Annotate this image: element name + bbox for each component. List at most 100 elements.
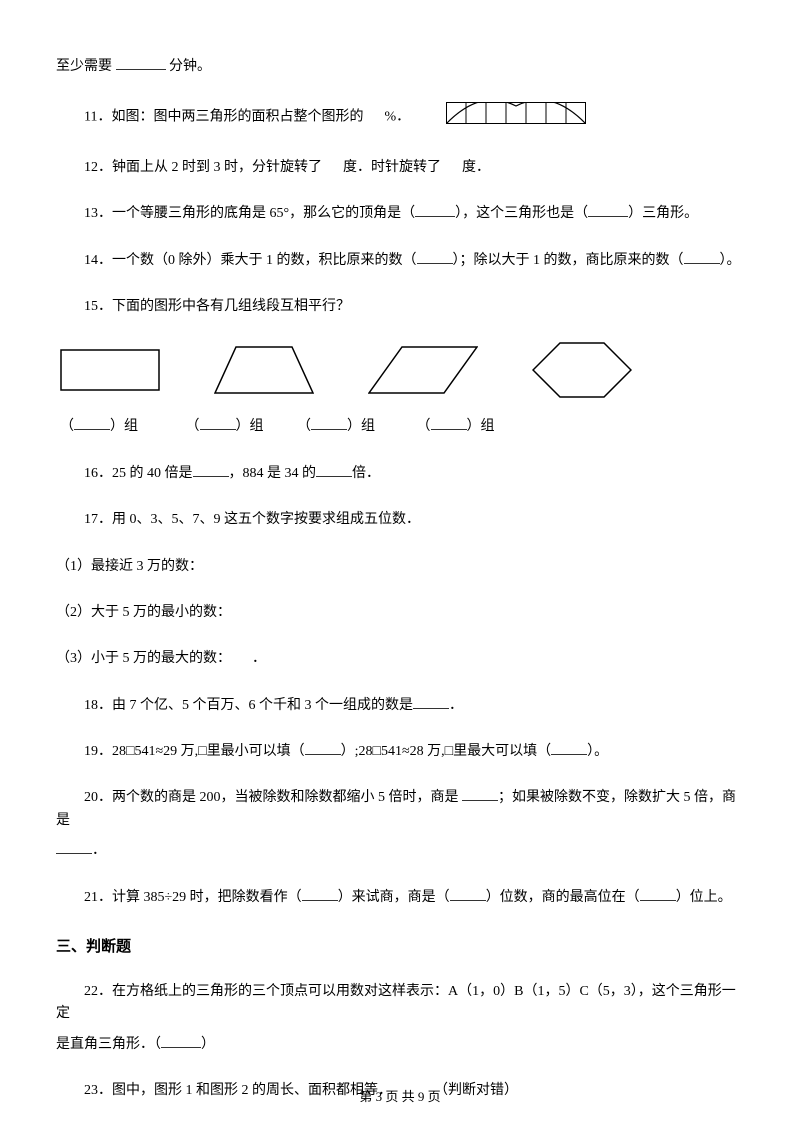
question-number: 11． [84, 110, 111, 125]
text: 度．时针旋转了 [343, 160, 441, 175]
text: （1）最接近 3 万的数： [56, 559, 203, 574]
blank [462, 787, 498, 801]
question-number: 18． [84, 698, 112, 713]
text: 由 7 个亿、5 个百万、6 个千和 3 个一组成的数是 [112, 698, 413, 713]
blank [316, 463, 352, 477]
blank [116, 56, 166, 70]
question-number: 20． [84, 790, 112, 805]
text: ）；除以大于 1 的数，商比原来的数（ [453, 253, 684, 268]
text: 一个数（0 除外）乘大于 1 的数，积比原来的数（ [112, 253, 417, 268]
blank [56, 840, 92, 854]
text: ，884 是 34 的 [229, 466, 317, 481]
question-16: 16．25 的 40 倍是，884 是 34 的倍． [56, 463, 744, 485]
section-3-title: 三、判断题 [56, 935, 744, 959]
blank [415, 203, 455, 217]
text: 第 [359, 1089, 375, 1104]
q17-sub2: （2）大于 5 万的最小的数： [56, 602, 744, 624]
question-number: 22． [84, 984, 112, 999]
shape-hexagon [532, 342, 632, 398]
text: ）三角形。 [628, 206, 698, 221]
question-15: 15．下面的图形中各有几组线段互相平行？ [56, 296, 744, 318]
question-17: 17．用 0、3、5、7、9 这五个数字按要求组成五位数． [56, 509, 744, 531]
blank [450, 887, 486, 901]
blank [311, 416, 347, 430]
question-number: 14． [84, 253, 112, 268]
shape-parallelogram [368, 346, 478, 394]
text: 两个数的商是 200，当被除数和除数都缩小 5 倍时，商是 [112, 790, 462, 805]
text: ）组 [236, 416, 264, 438]
text: ）组 [467, 416, 495, 438]
question-number: 15． [84, 299, 112, 314]
text: 下面的图形中各有几组线段互相平行？ [112, 299, 350, 314]
text: ． [92, 843, 106, 858]
shapes-labels: （）组 （）组 （）组 （）组 [56, 416, 744, 438]
text: ）来试商，商是（ [338, 890, 450, 905]
blank [551, 741, 587, 755]
question-13: 13．一个等腰三角形的底角是 65°，那么它的顶角是（ ），这个三角形也是（ ）三角… [56, 203, 744, 225]
text: ）组 [110, 416, 138, 438]
text: ）组 [347, 416, 375, 438]
text: ）。 [587, 744, 608, 759]
text: 如图：图中两三角形的面积占整个图形的 [111, 110, 363, 125]
text: 分钟。 [166, 59, 212, 74]
blank [588, 203, 628, 217]
shapes-row [60, 342, 744, 398]
question-20-line1: 20．两个数的商是 200，当被除数和除数都缩小 5 倍时，商是 ；如果被除数不… [56, 787, 744, 832]
text: ． [449, 698, 463, 713]
blank [200, 416, 236, 430]
question-number: 17． [84, 512, 112, 527]
blank [684, 250, 720, 264]
blank [161, 1034, 201, 1048]
text: 度． [462, 160, 490, 175]
text: ）;28□541≈28 万,□里最大可以填（ [341, 744, 552, 759]
q17-sub1: （1）最接近 3 万的数： [56, 556, 744, 578]
question-number: 16． [84, 466, 112, 481]
text: ）位上。 [676, 890, 732, 905]
text: 是直角三角形．（ [56, 1037, 161, 1052]
question-number: 12． [84, 160, 112, 175]
text: ） [201, 1037, 215, 1052]
text: 计算 385÷29 时，把除数看作（ [112, 890, 302, 905]
blank [431, 416, 467, 430]
text: ． [252, 651, 266, 666]
text: 至少需要 [56, 59, 116, 74]
text: 页 共 [382, 1089, 418, 1104]
question-11: 11．如图：图中两三角形的面积占整个图形的 %． [56, 102, 744, 132]
page-footer: 第 3 页 共 9 页 [0, 1087, 800, 1108]
question-20-line2: ． [56, 840, 744, 862]
q11-figure [418, 102, 586, 132]
text: （2）大于 5 万的最小的数： [56, 605, 231, 620]
text: 在方格纸上的三角形的三个顶点可以用数对这样表示：A（1，0）B（1，5）C（5，… [56, 984, 736, 1021]
text: 钟面上从 2 时到 3 时，分针旋转了 [112, 160, 322, 175]
blank [302, 887, 338, 901]
text: （3）小于 5 万的最大的数： [56, 651, 231, 666]
q17-sub3: （3）小于 5 万的最大的数： ． [56, 648, 744, 670]
question-22-line2: 是直角三角形．（ ） [56, 1034, 744, 1056]
shape-trapezoid [214, 346, 314, 394]
blank [193, 463, 229, 477]
text: 倍． [352, 466, 380, 481]
text: 用 0、3、5、7、9 这五个数字按要求组成五位数． [112, 512, 420, 527]
question-number: 21． [84, 890, 112, 905]
blank [640, 887, 676, 901]
text: ），这个三角形也是（ [455, 206, 588, 221]
question-18: 18．由 7 个亿、5 个百万、6 个千和 3 个一组成的数是 ． [56, 695, 744, 717]
text: %． [384, 110, 410, 125]
question-continuation: 至少需要 分钟。 [56, 56, 744, 78]
blank [74, 416, 110, 430]
shape-rectangle [60, 349, 160, 391]
blank [305, 741, 341, 755]
text: 一个等腰三角形的底角是 65°，那么它的顶角是（ [112, 206, 415, 221]
text: ）。 [720, 253, 741, 268]
question-22-line1: 22．在方格纸上的三角形的三个顶点可以用数对这样表示：A（1，0）B（1，5）C… [56, 981, 744, 1026]
question-19: 19．28□541≈29 万,□里最小可以填（ ）;28□541≈28 万,□里最… [56, 741, 744, 763]
blank [417, 250, 453, 264]
blank [413, 695, 449, 709]
question-12: 12．钟面上从 2 时到 3 时，分针旋转了 度．时针旋转了 度． [56, 157, 744, 179]
question-number: 19． [84, 744, 112, 759]
text: 28□541≈29 万,□里最小可以填（ [112, 744, 305, 759]
text: 页 [424, 1089, 440, 1104]
text: ）位数，商的最高位在（ [486, 890, 640, 905]
question-21: 21．计算 385÷29 时，把除数看作（ ）来试商，商是（ ）位数，商的最高位在（… [56, 887, 744, 909]
question-number: 13． [84, 206, 112, 221]
